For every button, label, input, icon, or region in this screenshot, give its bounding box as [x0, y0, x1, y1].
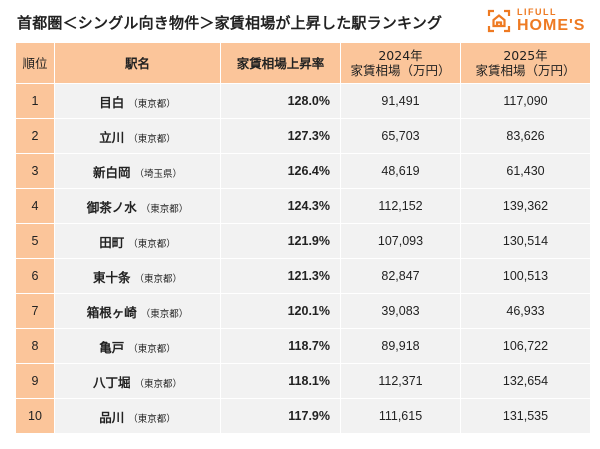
rent-2025-cell: 106,722 [460, 328, 591, 364]
prefecture: （東京都） [128, 133, 176, 145]
logo-big-text: HOME'S [517, 17, 586, 34]
rent-2024-cell: 82,847 [340, 258, 461, 294]
rent-2025-cell: 83,626 [460, 118, 591, 154]
col-header-2024-year: 2024年 [378, 48, 423, 63]
table-header-row: 順位 駅名 家賃相場上昇率 2024年 家賃相場（万円） 2025年 家賃相場（… [15, 42, 591, 84]
rent-2024-cell: 65,703 [340, 118, 461, 154]
rate-cell: 121.9% [220, 223, 341, 259]
table-row: 4 御茶ノ水 （東京都） 124.3% 112,152 139,362 [15, 188, 591, 224]
station-cell: 目白 （東京都） [54, 83, 221, 119]
station-cell: 亀戸 （東京都） [54, 328, 221, 364]
rent-2024-cell: 91,491 [340, 83, 461, 119]
rank-cell: 9 [15, 363, 55, 399]
rank-cell: 10 [15, 398, 55, 434]
table-row: 3 新白岡 （埼玉県） 126.4% 48,619 61,430 [15, 153, 591, 189]
station-name: 御茶ノ水 [86, 199, 137, 215]
rate-cell: 124.3% [220, 188, 341, 224]
rent-2024-cell: 111,615 [340, 398, 461, 434]
rank-cell: 3 [15, 153, 55, 189]
rate-cell: 118.7% [220, 328, 341, 364]
rent-2025-cell: 130,514 [460, 223, 591, 259]
table-row: 6 東十条 （東京都） 121.3% 82,847 100,513 [15, 258, 591, 294]
rent-2025-cell: 100,513 [460, 258, 591, 294]
col-header-2024-unit: 家賃相場（万円） [350, 63, 451, 78]
lifull-homes-logo: LIFULL HOME'S [487, 8, 585, 34]
station-cell: 箱根ヶ崎 （東京都） [54, 293, 221, 329]
station-name: 田町 [99, 234, 125, 250]
col-header-rank: 順位 [15, 42, 55, 84]
rank-cell: 2 [15, 118, 55, 154]
table-row: 5 田町 （東京都） 121.9% 107,093 130,514 [15, 223, 591, 259]
rent-2024-cell: 48,619 [340, 153, 461, 189]
station-cell: 新白岡 （埼玉県） [54, 153, 221, 189]
rent-2025-cell: 131,535 [460, 398, 591, 434]
station-cell: 御茶ノ水 （東京都） [54, 188, 221, 224]
rent-2024-cell: 39,083 [340, 293, 461, 329]
table-row: 8 亀戸 （東京都） 118.7% 89,918 106,722 [15, 328, 591, 364]
prefecture: （東京都） [140, 203, 189, 215]
rank-cell: 5 [15, 223, 55, 259]
prefecture: （東京都） [128, 343, 176, 355]
prefecture: （東京都） [128, 238, 176, 250]
station-name: 東十条 [92, 269, 131, 285]
rate-cell: 118.1% [220, 363, 341, 399]
station-name: 新白岡 [92, 164, 131, 180]
station-name: 品川 [99, 409, 125, 425]
house-frame-icon [487, 9, 511, 33]
rent-2024-cell: 112,371 [340, 363, 461, 399]
prefecture: （東京都） [128, 413, 176, 425]
col-header-2025: 2025年 家賃相場（万円） [460, 42, 591, 84]
rate-cell: 128.0% [220, 83, 341, 119]
prefecture: （東京都） [140, 308, 189, 320]
rent-2025-cell: 46,933 [460, 293, 591, 329]
station-cell: 八丁堀 （東京都） [54, 363, 221, 399]
table-row: 9 八丁堀 （東京都） 118.1% 112,371 132,654 [15, 363, 591, 399]
station-cell: 東十条 （東京都） [54, 258, 221, 294]
table-row: 2 立川 （東京都） 127.3% 65,703 83,626 [15, 118, 591, 154]
rent-2024-cell: 89,918 [340, 328, 461, 364]
prefecture: （東京都） [134, 273, 183, 285]
rate-cell: 120.1% [220, 293, 341, 329]
col-header-rate: 家賃相場上昇率 [220, 42, 341, 84]
station-name: 亀戸 [99, 339, 125, 355]
rank-cell: 1 [15, 83, 55, 119]
rate-cell: 121.3% [220, 258, 341, 294]
rent-2025-cell: 132,654 [460, 363, 591, 399]
rent-2024-cell: 112,152 [340, 188, 461, 224]
station-cell: 品川 （東京都） [54, 398, 221, 434]
station-name: 立川 [99, 129, 125, 145]
rank-cell: 8 [15, 328, 55, 364]
rate-cell: 127.3% [220, 118, 341, 154]
rent-2025-cell: 139,362 [460, 188, 591, 224]
rent-2024-cell: 107,093 [340, 223, 461, 259]
page-title: 首都圏＜シングル向き物件＞家賃相場が上昇した駅ランキング [17, 14, 443, 32]
table-row: 10 品川 （東京都） 117.9% 111,615 131,535 [15, 398, 591, 434]
col-header-2025-year: 2025年 [503, 48, 548, 63]
station-cell: 立川 （東京都） [54, 118, 221, 154]
col-header-2024: 2024年 家賃相場（万円） [340, 42, 461, 84]
station-cell: 田町 （東京都） [54, 223, 221, 259]
rank-cell: 4 [15, 188, 55, 224]
ranking-table: 順位 駅名 家賃相場上昇率 2024年 家賃相場（万円） 2025年 家賃相場（… [15, 42, 591, 434]
prefecture: （東京都） [134, 378, 183, 390]
rent-2025-cell: 61,430 [460, 153, 591, 189]
table-row: 1 目白 （東京都） 128.0% 91,491 117,090 [15, 83, 591, 119]
table-row: 7 箱根ヶ崎 （東京都） 120.1% 39,083 46,933 [15, 293, 591, 329]
station-name: 目白 [99, 94, 125, 110]
station-name: 八丁堀 [92, 374, 131, 390]
prefecture: （埼玉県） [134, 168, 183, 180]
prefecture: （東京都） [128, 98, 176, 110]
col-header-station: 駅名 [54, 42, 221, 84]
rate-cell: 126.4% [220, 153, 341, 189]
rank-cell: 6 [15, 258, 55, 294]
rank-cell: 7 [15, 293, 55, 329]
col-header-2025-unit: 家賃相場（万円） [475, 63, 576, 78]
logo-small-text: LIFULL [517, 7, 557, 17]
station-name: 箱根ヶ崎 [86, 304, 137, 320]
rate-cell: 117.9% [220, 398, 341, 434]
rent-2025-cell: 117,090 [460, 83, 591, 119]
